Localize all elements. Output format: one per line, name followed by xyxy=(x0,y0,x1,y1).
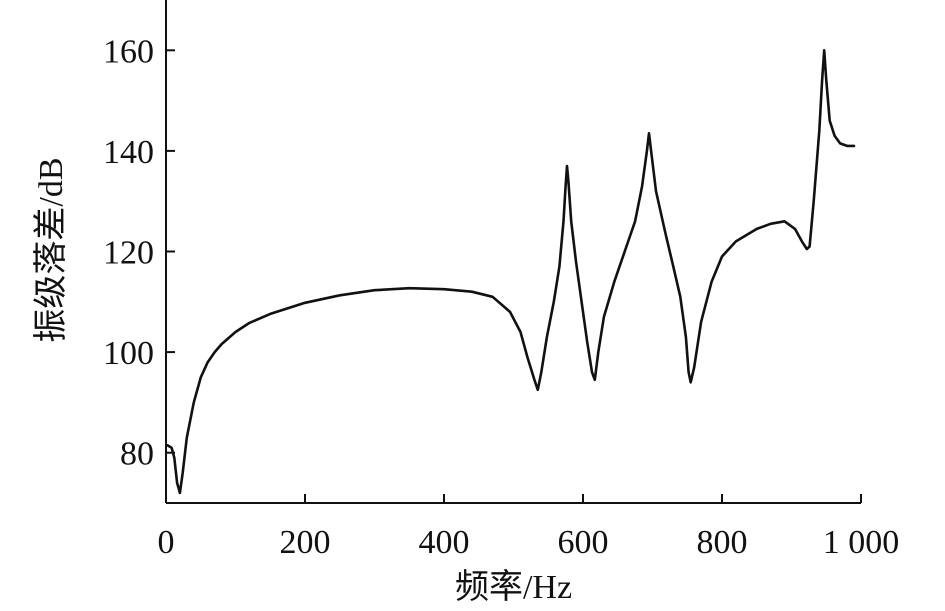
x-tick-label: 400 xyxy=(419,524,470,561)
x-ticks: 0 200 400 600 800 1 000 xyxy=(158,494,900,561)
x-tick-label: 0 xyxy=(158,524,175,561)
y-axis-title: 振级落差/dB xyxy=(32,157,70,342)
y-tick-label: 100 xyxy=(103,335,154,372)
x-tick-label: 600 xyxy=(558,524,609,561)
series-layer xyxy=(166,49,856,495)
y-tick-label: 120 xyxy=(103,235,154,272)
x-tick-label: 200 xyxy=(280,524,331,561)
x-tick-label: 800 xyxy=(697,524,748,561)
y-ticks: 80 100 120 140 160 xyxy=(103,33,175,473)
y-tick-label: 80 xyxy=(120,436,154,473)
y-tick-label: 140 xyxy=(103,134,154,171)
axes xyxy=(165,0,861,504)
y-tick-label: 160 xyxy=(103,33,154,70)
series-line-0 xyxy=(166,49,856,495)
x-axis-title: 频率/Hz xyxy=(455,568,572,606)
x-tick-label: 1 000 xyxy=(823,524,900,561)
